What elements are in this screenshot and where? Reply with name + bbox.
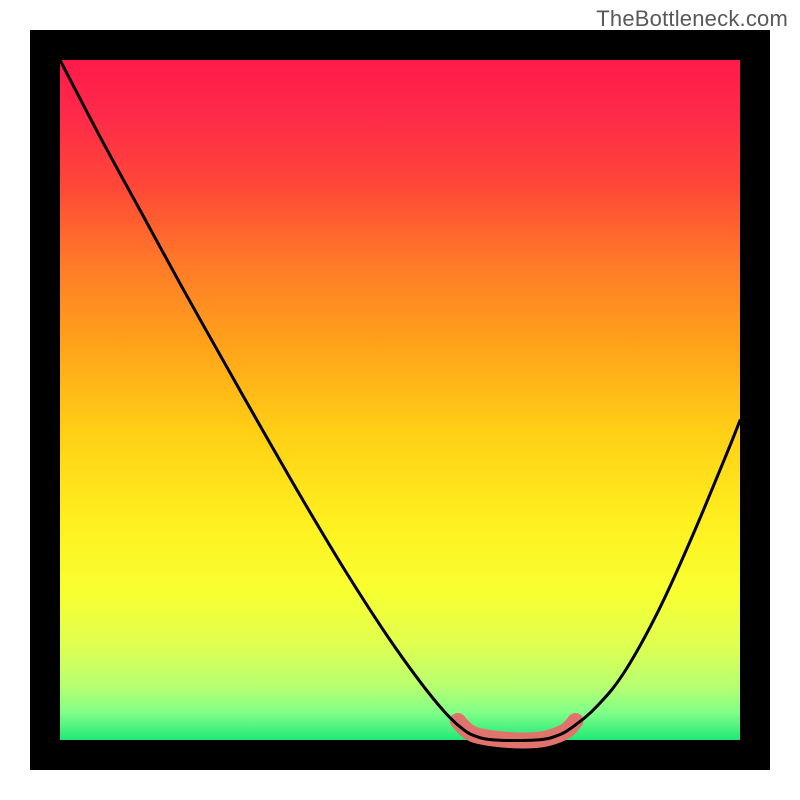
chart-container: TheBottleneck.com [0, 0, 800, 800]
bottleneck-chart [0, 0, 800, 800]
plot-background [60, 60, 740, 740]
watermark-text: TheBottleneck.com [596, 6, 788, 32]
